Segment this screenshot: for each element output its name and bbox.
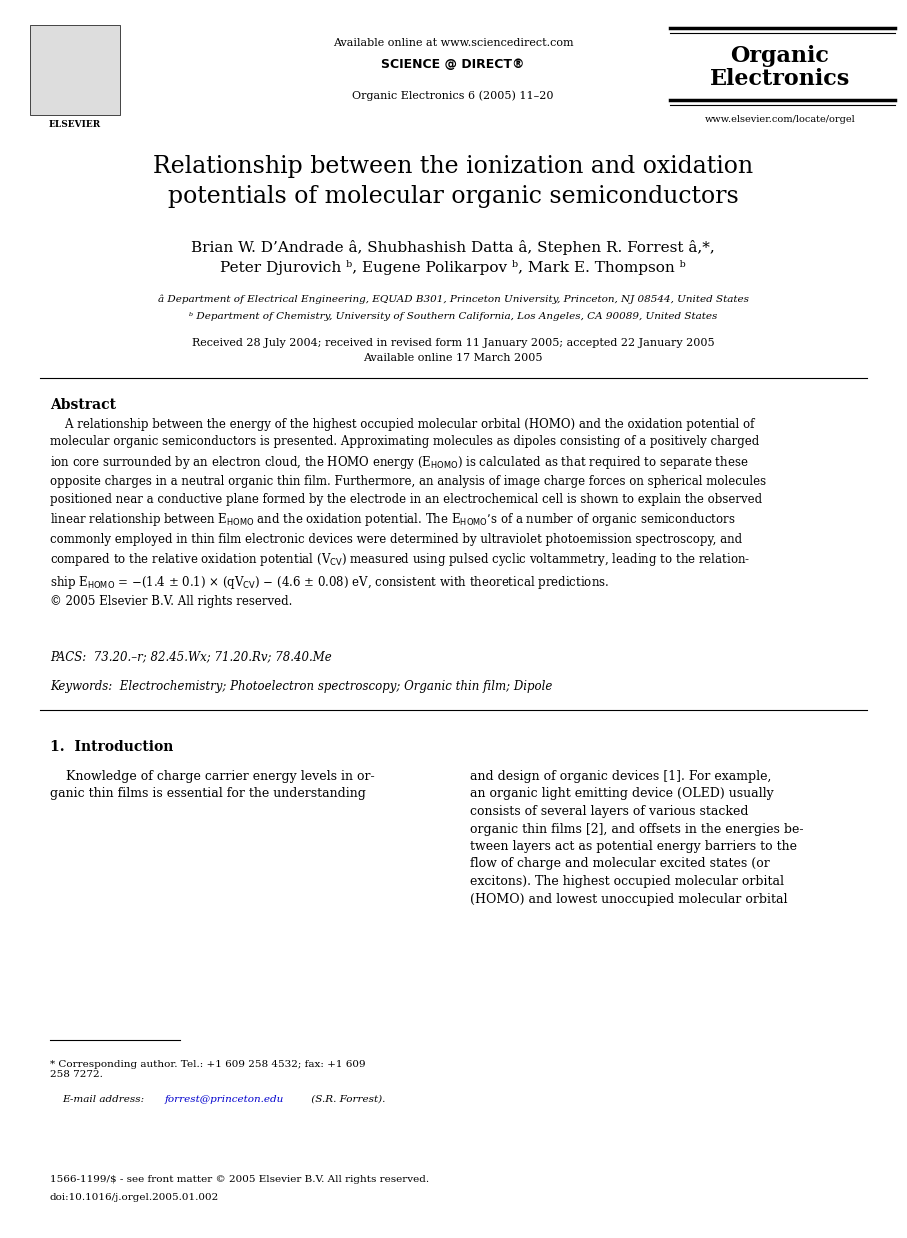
Text: PACS:  73.20.–r; 82.45.Wx; 71.20.Rv; 78.40.Me: PACS: 73.20.–r; 82.45.Wx; 71.20.Rv; 78.4… (50, 650, 332, 664)
Text: SCIENCE @ DIRECT®: SCIENCE @ DIRECT® (381, 58, 525, 71)
Text: Organic: Organic (730, 45, 829, 67)
Text: Knowledge of charge carrier energy levels in or-
ganic thin films is essential f: Knowledge of charge carrier energy level… (50, 770, 375, 801)
Text: Available online at www.sciencedirect.com: Available online at www.sciencedirect.co… (333, 38, 573, 48)
Text: ᵇ Department of Chemistry, University of Southern California, Los Angeles, CA 90: ᵇ Department of Chemistry, University of… (189, 312, 717, 321)
Text: and design of organic devices [1]. For example,
an organic light emitting device: and design of organic devices [1]. For e… (470, 770, 804, 905)
Text: E-mail address:: E-mail address: (62, 1094, 147, 1104)
Text: A relationship between the energy of the highest occupied molecular orbital (HOM: A relationship between the energy of the… (50, 418, 766, 608)
Text: (S.R. Forrest).: (S.R. Forrest). (308, 1094, 385, 1104)
Text: â Department of Electrical Engineering, EQUAD B301, Princeton University, Prince: â Department of Electrical Engineering, … (158, 295, 748, 305)
Text: Abstract: Abstract (50, 397, 116, 412)
Text: doi:10.1016/j.orgel.2005.01.002: doi:10.1016/j.orgel.2005.01.002 (50, 1193, 219, 1202)
Bar (30, 25, 120, 115)
Text: Brian W. D’Andrade â, Shubhashish Datta â, Stephen R. Forrest â,*,: Brian W. D’Andrade â, Shubhashish Datta … (191, 240, 715, 255)
Text: forrest@princeton.edu: forrest@princeton.edu (165, 1094, 284, 1104)
Text: 1566-1199/$ - see front matter © 2005 Elsevier B.V. All rights reserved.: 1566-1199/$ - see front matter © 2005 El… (50, 1175, 429, 1184)
Text: * Corresponding author. Tel.: +1 609 258 4532; fax: +1 609
258 7272.: * Corresponding author. Tel.: +1 609 258… (50, 1060, 366, 1080)
Text: Organic Electronics 6 (2005) 11–20: Organic Electronics 6 (2005) 11–20 (352, 90, 554, 100)
Text: www.elsevier.com/locate/orgel: www.elsevier.com/locate/orgel (705, 115, 855, 124)
Text: Available online 17 March 2005: Available online 17 March 2005 (363, 353, 542, 363)
Text: Keywords:  Electrochemistry; Photoelectron spectroscopy; Organic thin film; Dipo: Keywords: Electrochemistry; Photoelectro… (50, 680, 552, 693)
Text: 1.  Introduction: 1. Introduction (50, 740, 173, 754)
Text: Electronics: Electronics (710, 68, 850, 90)
Text: Relationship between the ionization and oxidation
potentials of molecular organi: Relationship between the ionization and … (153, 155, 753, 208)
Text: Peter Djurovich ᵇ, Eugene Polikarpov ᵇ, Mark E. Thompson ᵇ: Peter Djurovich ᵇ, Eugene Polikarpov ᵇ, … (220, 260, 686, 275)
Text: Received 28 July 2004; received in revised form 11 January 2005; accepted 22 Jan: Received 28 July 2004; received in revis… (191, 338, 715, 348)
Text: ELSEVIER: ELSEVIER (49, 120, 101, 129)
